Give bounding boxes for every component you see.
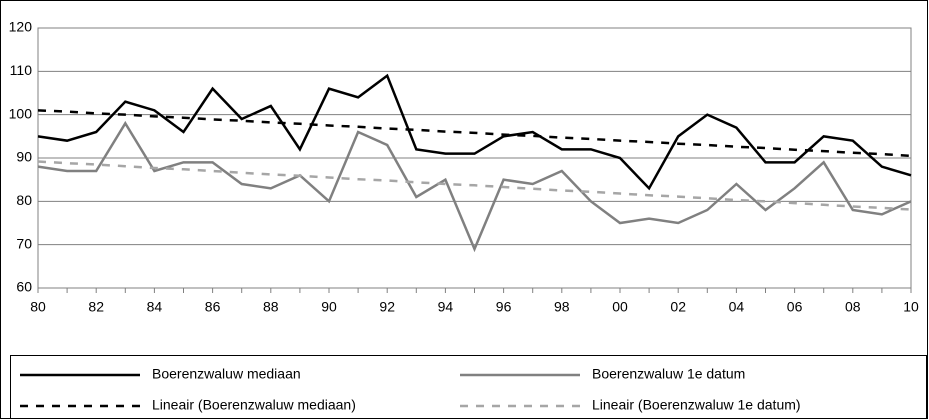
x-tick-label: 88 bbox=[263, 299, 279, 315]
x-tick-label: 92 bbox=[379, 299, 395, 315]
series-line bbox=[37, 120, 912, 253]
x-tick-label: 98 bbox=[554, 299, 570, 315]
y-tick-label: 90 bbox=[16, 149, 32, 165]
legend-label: Boerenzwaluw 1e datum bbox=[592, 366, 745, 382]
x-tick-label: 08 bbox=[845, 299, 861, 315]
x-tick-label: 82 bbox=[88, 299, 104, 315]
legend-label: Lineair (Boerenzwaluw 1e datum) bbox=[592, 397, 801, 413]
x-tick-label: 96 bbox=[496, 299, 512, 315]
legend-label: Boerenzwaluw mediaan bbox=[152, 366, 301, 382]
x-tick-label: 04 bbox=[729, 299, 745, 315]
y-tick-label: 60 bbox=[16, 279, 32, 295]
x-tick-label: 84 bbox=[147, 299, 163, 315]
y-tick-label: 110 bbox=[10, 62, 33, 78]
x-tick-label: 80 bbox=[30, 299, 46, 315]
x-tick-label: 94 bbox=[438, 299, 454, 315]
y-tick-label: 100 bbox=[9, 105, 33, 121]
x-tick-label: 02 bbox=[670, 299, 686, 315]
x-tick-label: 86 bbox=[205, 299, 221, 315]
y-tick-label: 120 bbox=[9, 19, 33, 35]
y-tick-label: 70 bbox=[16, 235, 32, 251]
series-line bbox=[37, 109, 912, 158]
x-tick-label: 10 bbox=[903, 299, 919, 315]
y-tick-label: 80 bbox=[16, 192, 32, 208]
legend-label: Lineair (Boerenzwaluw mediaan) bbox=[152, 397, 356, 413]
series-line bbox=[37, 73, 912, 191]
x-tick-label: 90 bbox=[321, 299, 337, 315]
x-tick-label: 00 bbox=[612, 299, 628, 315]
series-line bbox=[37, 160, 912, 211]
legend-box bbox=[10, 355, 927, 419]
x-tick-label: 06 bbox=[787, 299, 803, 315]
